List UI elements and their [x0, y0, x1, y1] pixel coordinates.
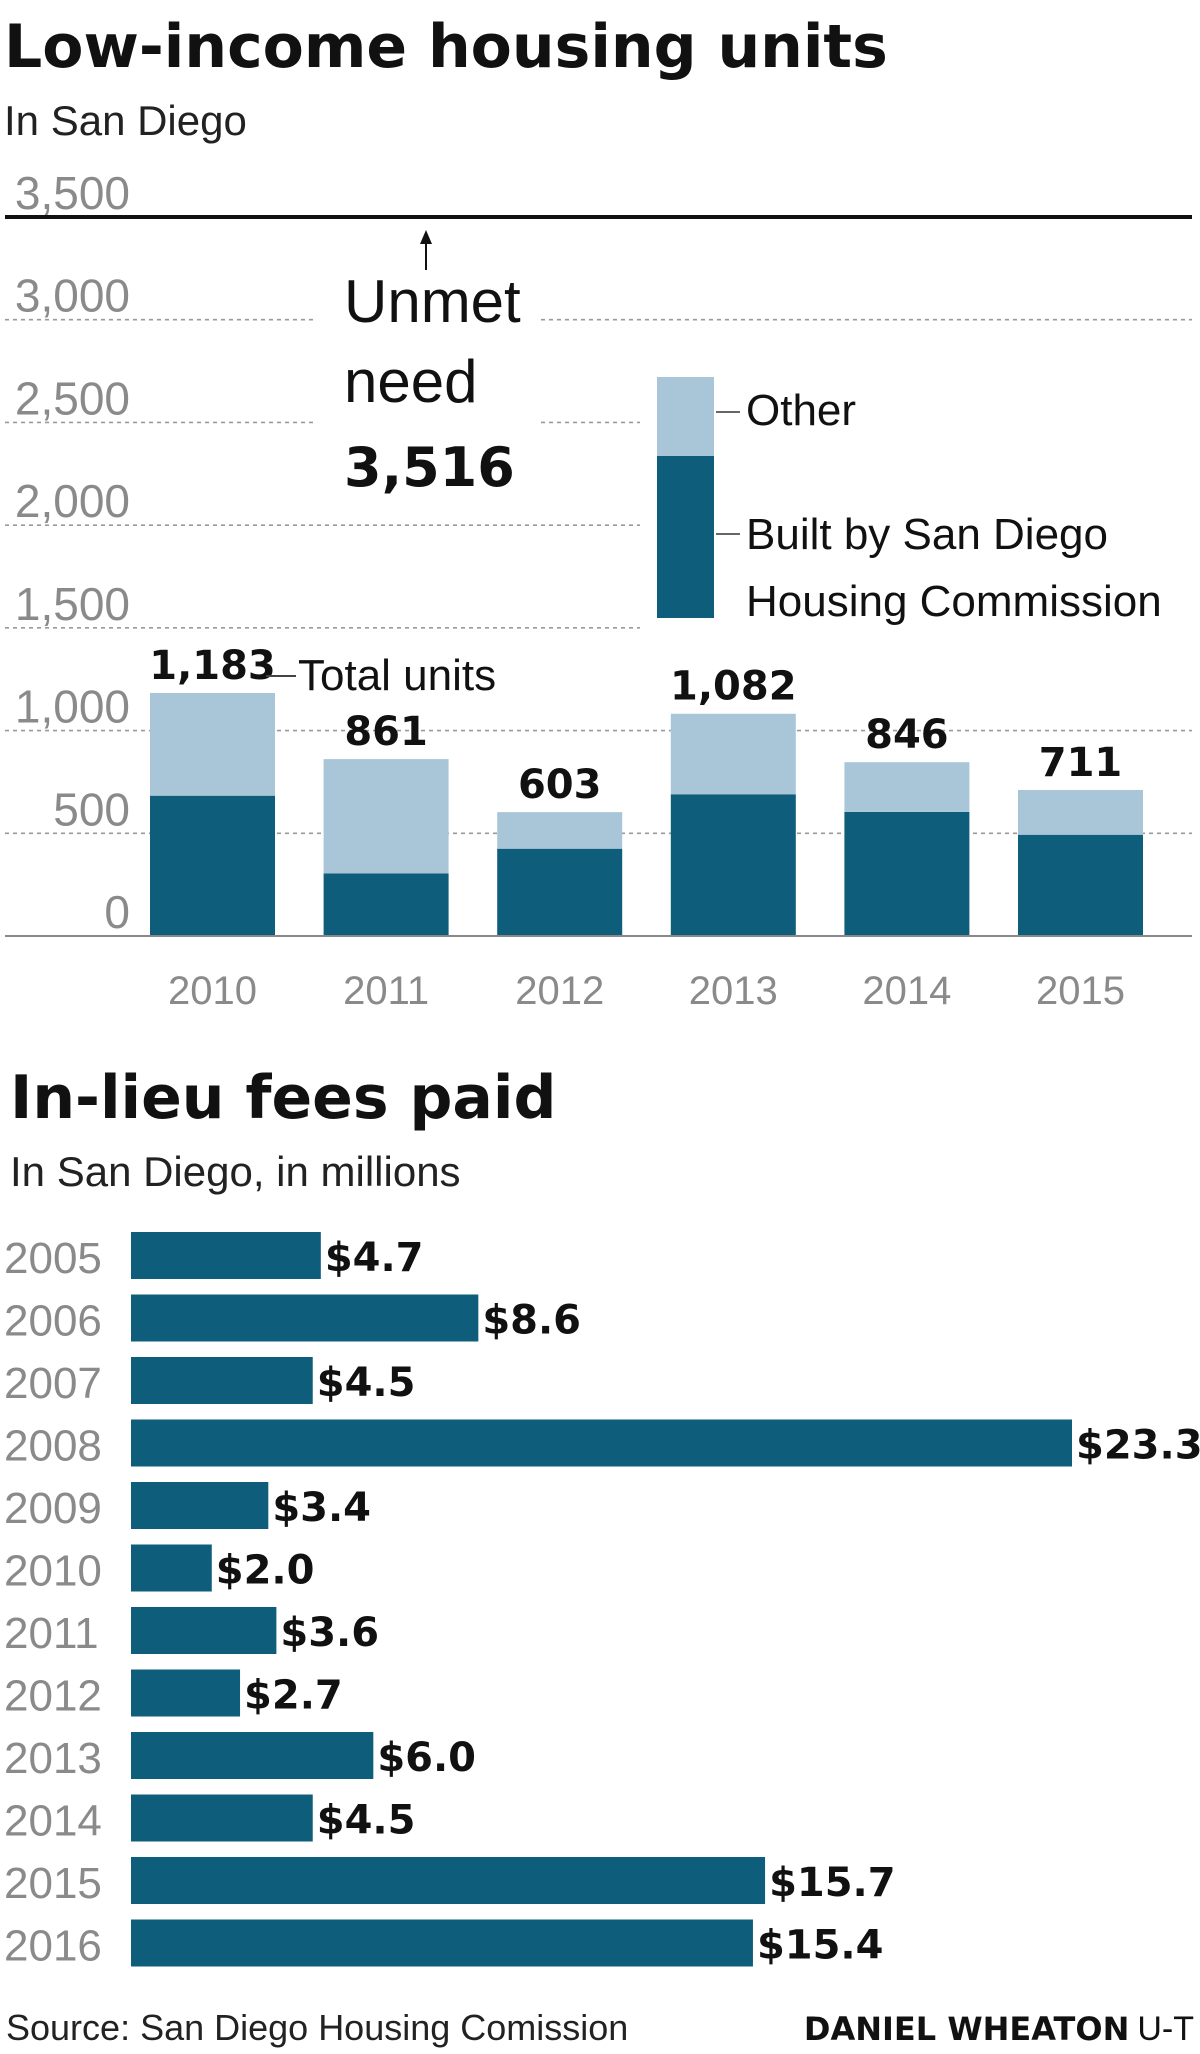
- chart1-y-tick-label: 3,500: [15, 167, 130, 219]
- unmet-need-label-2: need: [344, 348, 477, 415]
- bar-other-2015: [1018, 789, 1143, 835]
- chart1-y-ticks: 0 500 1,000 1,500 2,000 2,500 3,000 3,500: [15, 167, 130, 938]
- fee-value-2007: $4.5: [317, 1360, 416, 1406]
- bar-other-2010: [150, 692, 275, 796]
- y-label-2007: 2007: [4, 1359, 102, 1408]
- fee-value-2010: $2.0: [216, 1548, 315, 1594]
- x-label-2010: 2010: [168, 969, 257, 1013]
- fee-bar-2013: [131, 1732, 374, 1779]
- total-label-2014: 846: [865, 712, 949, 758]
- fee-bar-2014: [131, 1794, 313, 1842]
- y-label-2011: 2011: [4, 1609, 99, 1658]
- x-label-2011: 2011: [343, 969, 429, 1013]
- fee-bar-2005: [131, 1232, 321, 1279]
- fee-bar-2012: [131, 1669, 241, 1717]
- bar-commission-2012: [497, 848, 623, 936]
- chart1-y-tick-label: 500: [53, 783, 130, 835]
- y-label-2005: 2005: [4, 1234, 102, 1283]
- total-label-2011: 861: [344, 709, 428, 755]
- fee-bar-2015: [131, 1857, 766, 1904]
- y-label-2008: 2008: [4, 1422, 102, 1471]
- y-label-2015: 2015: [4, 1859, 102, 1908]
- bar-commission-2013: [670, 794, 796, 936]
- chart2-subtitle: In San Diego, in millions: [10, 1148, 461, 1195]
- fee-value-2016: $15.4: [757, 1923, 884, 1969]
- fee-value-2011: $3.6: [280, 1610, 379, 1656]
- bar-commission-2011: [323, 873, 449, 936]
- fee-bar-2006: [131, 1294, 479, 1342]
- unmet-need-value: 3,516: [344, 436, 515, 499]
- chart1-y-tick-label: 2,500: [15, 372, 130, 424]
- y-label-2016: 2016: [4, 1922, 102, 1971]
- legend-swatch-commission: [657, 456, 714, 618]
- chart2-title: In-lieu fees paid: [10, 1063, 556, 1133]
- chart2-bars: 2005 $4.7 2006 $8.6 2007 $4.5 2008 $23.3 2009 $3.…: [4, 1232, 1200, 1971]
- y-label-2010: 2010: [4, 1547, 102, 1596]
- chart1-y-tick-label: 1,500: [15, 578, 130, 630]
- legend-label-commission-2: Housing Commission: [746, 577, 1162, 626]
- legend-swatch-other: [657, 377, 714, 456]
- total-label-2010: 1,183: [149, 643, 276, 689]
- bar-commission-2010: [150, 795, 275, 936]
- fee-bar-2007: [131, 1357, 313, 1404]
- chart1-y-tick-label: 1,000: [15, 681, 130, 733]
- fee-value-2015: $15.7: [769, 1860, 896, 1906]
- y-label-2006: 2006: [4, 1297, 102, 1346]
- chart1-title: Low-income housing units: [4, 12, 888, 82]
- chart1-y-tick-label: 0: [104, 886, 130, 938]
- y-label-2012: 2012: [4, 1672, 102, 1721]
- unmet-need-arrowhead: [420, 230, 432, 244]
- fee-bar-2016: [131, 1919, 753, 1967]
- chart1-subtitle: In San Diego: [4, 97, 247, 144]
- fee-value-2012: $2.7: [244, 1673, 343, 1719]
- fee-value-2005: $4.7: [325, 1235, 424, 1281]
- byline-author: DANIEL WHEATON: [804, 2010, 1129, 2048]
- legend-label-other: Other: [746, 386, 856, 435]
- chart1-y-tick-label: 2,000: [15, 475, 130, 527]
- bar-other-2014: [844, 762, 970, 812]
- byline-outlet: U-T: [1137, 2010, 1194, 2048]
- total-label-2013: 1,082: [670, 664, 797, 710]
- x-label-2015: 2015: [1036, 969, 1125, 1013]
- byline: DANIEL WHEATON U-T: [804, 2010, 1194, 2048]
- chart1-x-labels: 2010 2011 2012 2013 2014 2015: [168, 969, 1125, 1013]
- bar-commission-2015: [1018, 834, 1143, 936]
- total-label-2015: 711: [1039, 740, 1123, 786]
- bar-other-2011: [323, 759, 449, 874]
- unmet-need-label-1: Unmet: [344, 268, 521, 335]
- bar-other-2012: [497, 812, 623, 849]
- bar-other-2013: [670, 713, 796, 795]
- chart1-bars: [150, 692, 1143, 936]
- fee-value-2006: $8.6: [482, 1298, 581, 1344]
- source-note: Source: San Diego Housing Comission: [6, 2007, 628, 2048]
- y-label-2009: 2009: [4, 1484, 102, 1533]
- chart1-total-labels: 1,183 861 603 1,082 846 711: [149, 643, 1122, 808]
- fee-bar-2011: [131, 1607, 277, 1654]
- fee-bar-2008: [131, 1419, 1072, 1467]
- fee-value-2013: $6.0: [377, 1735, 476, 1781]
- fee-bar-2010: [131, 1544, 212, 1592]
- chart1-y-tick-label: 3,000: [15, 270, 130, 322]
- fee-value-2008: $23.3: [1076, 1423, 1200, 1469]
- x-label-2013: 2013: [689, 969, 778, 1013]
- x-label-2014: 2014: [862, 969, 951, 1013]
- bar-commission-2014: [844, 811, 970, 936]
- total-units-note: Total units: [298, 651, 496, 700]
- fee-value-2009: $3.4: [272, 1485, 371, 1531]
- x-label-2012: 2012: [515, 969, 604, 1013]
- y-label-2014: 2014: [4, 1797, 102, 1846]
- total-label-2012: 603: [518, 762, 602, 808]
- y-label-2013: 2013: [4, 1734, 102, 1783]
- fee-value-2014: $4.5: [317, 1798, 416, 1844]
- legend-label-commission-1: Built by San Diego: [746, 510, 1108, 559]
- fee-bar-2009: [131, 1482, 269, 1529]
